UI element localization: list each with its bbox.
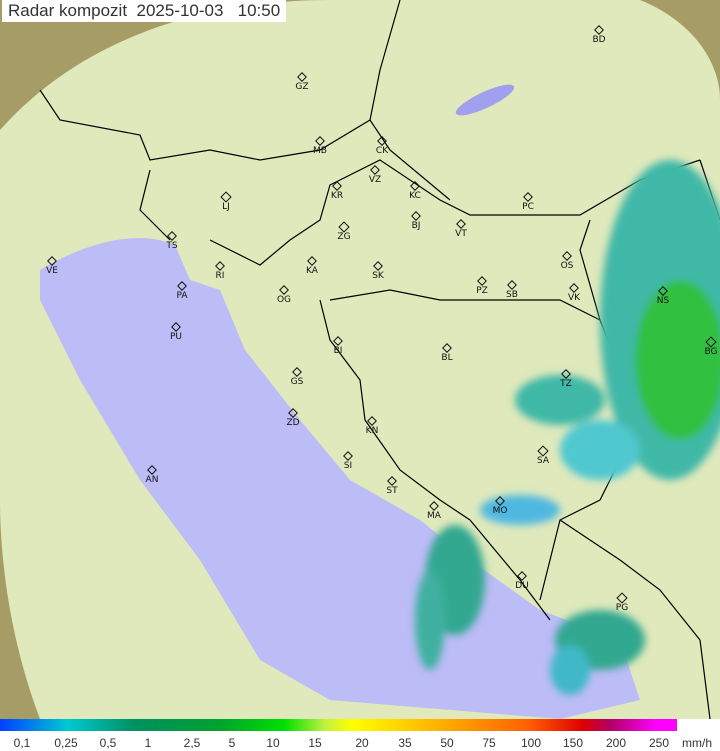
- station-label: TZ: [560, 379, 572, 389]
- radar-coverage: [0, 0, 720, 719]
- legend-tick: 2,5: [183, 736, 201, 750]
- station-label: KR: [330, 191, 344, 201]
- station-label: BL: [441, 353, 453, 363]
- station-label: CK: [375, 146, 389, 156]
- station-label: PA: [176, 291, 188, 301]
- legend-tick: 20: [355, 736, 369, 750]
- station-label: NS: [656, 296, 670, 306]
- station-label: OG: [276, 295, 292, 305]
- legend-tick: 250: [648, 736, 670, 750]
- station-label: PU: [169, 332, 183, 342]
- station-label: ST: [386, 486, 398, 496]
- station-label: BD: [592, 35, 606, 45]
- legend-tick: 0,25: [54, 736, 78, 750]
- station-label: PG: [615, 603, 629, 613]
- station-label: GS: [290, 377, 304, 387]
- station-label: PZ: [476, 286, 488, 296]
- station-label: TS: [166, 241, 178, 251]
- station-label: MA: [427, 511, 441, 521]
- radar-map[interactable]: [0, 0, 720, 719]
- legend-tick: 1: [144, 736, 152, 750]
- radar-echoes: [415, 160, 720, 695]
- station-label: GZ: [295, 82, 309, 92]
- legend-tick: 0,5: [99, 736, 117, 750]
- station-label: PC: [522, 202, 534, 212]
- legend-tick: 0,1: [13, 736, 31, 750]
- station-label: SK: [372, 271, 384, 281]
- station-label: VK: [567, 293, 581, 303]
- station-label: RI: [215, 271, 225, 281]
- station-label: KC: [409, 191, 421, 201]
- lake-balaton: [455, 84, 515, 116]
- station-label: BJ: [411, 221, 421, 231]
- legend-tick: 15: [308, 736, 322, 750]
- legend-tick: 200: [605, 736, 627, 750]
- precipitation-legend: 0,1 0,25 0,5 1 2,5 5 10 15 20 35 50 75 100 150 200 250 m…: [0, 719, 720, 751]
- station-label: VT: [455, 229, 467, 239]
- station-label: ZD: [286, 418, 300, 428]
- legend-tick: 35: [398, 736, 412, 750]
- station-label: VE: [46, 266, 58, 276]
- station-label: ZG: [337, 232, 351, 242]
- station-label: LJ: [222, 202, 230, 212]
- station-label: BI: [333, 346, 343, 356]
- station-label: SA: [536, 456, 550, 466]
- legend-tick: 50: [440, 736, 454, 750]
- legend-tick: 100: [520, 736, 542, 750]
- legend-tick: 10: [266, 736, 280, 750]
- legend-color-bar: [0, 719, 677, 731]
- legend-unit: mm/h: [682, 736, 712, 750]
- adriatic-sea: [40, 238, 640, 719]
- station-label: SB: [506, 290, 518, 300]
- legend-tick: 75: [482, 736, 496, 750]
- station-label: VZ: [368, 175, 382, 185]
- station-label: AN: [145, 475, 159, 485]
- station-label: MO: [492, 506, 508, 516]
- station-label: KA: [306, 266, 318, 276]
- legend-tick: 150: [562, 736, 584, 750]
- station-label: OS: [560, 261, 574, 271]
- legend-tick: 5: [228, 736, 236, 750]
- map-title: Radar kompozit 2025-10-03 10:50: [2, 0, 287, 22]
- station-label: KN: [365, 426, 379, 436]
- station-label: BG: [704, 347, 718, 357]
- station-label: MB: [313, 146, 327, 156]
- station-label: SI: [343, 461, 353, 471]
- station-label: DU: [515, 581, 529, 591]
